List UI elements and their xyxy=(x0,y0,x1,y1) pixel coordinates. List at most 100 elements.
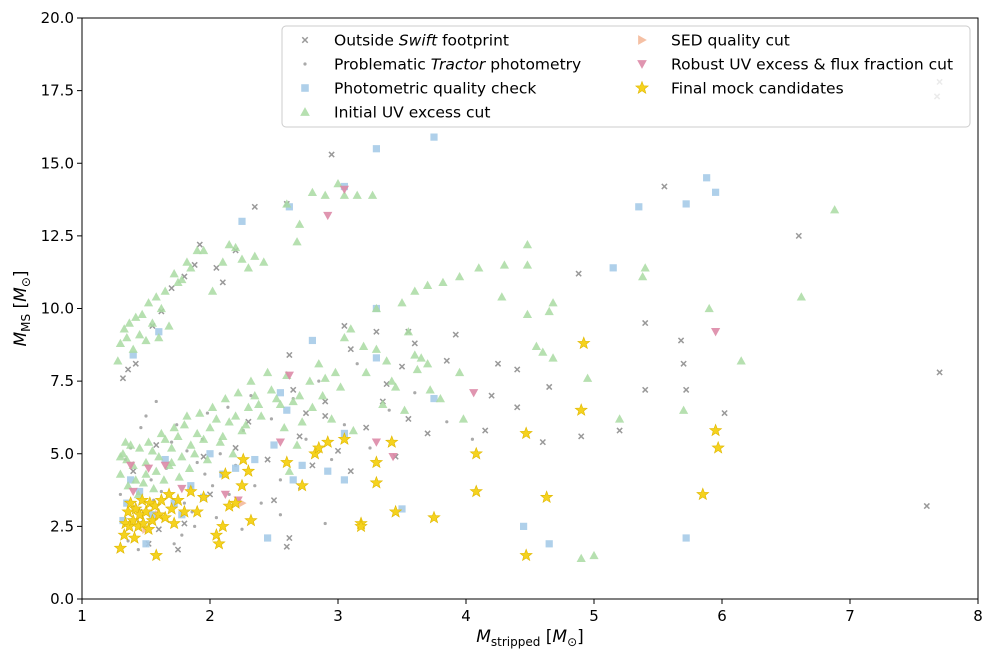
data-point xyxy=(519,426,533,440)
data-point xyxy=(372,145,380,153)
data-point xyxy=(115,469,125,478)
data-point xyxy=(228,496,243,509)
data-point xyxy=(149,548,163,562)
x-tick-label: 7 xyxy=(845,607,855,625)
data-point xyxy=(609,264,617,272)
data-point xyxy=(367,190,378,199)
data-point xyxy=(307,187,317,196)
data-point xyxy=(410,286,420,295)
data-point xyxy=(347,468,354,475)
data-point xyxy=(218,257,228,266)
y-tick-label: 0.0 xyxy=(50,590,74,608)
legend-marker xyxy=(301,84,309,92)
series-2 xyxy=(119,133,720,548)
data-point xyxy=(211,414,221,423)
data-point xyxy=(469,446,483,460)
data-point xyxy=(259,257,269,266)
data-point xyxy=(159,489,163,494)
data-point xyxy=(244,513,258,527)
data-point xyxy=(129,351,137,359)
data-point xyxy=(191,261,198,269)
data-point xyxy=(423,359,433,368)
data-point xyxy=(224,417,234,426)
data-point xyxy=(241,464,256,477)
data-point xyxy=(830,205,840,214)
data-point xyxy=(120,437,131,446)
data-point xyxy=(295,391,305,400)
data-point xyxy=(123,481,133,490)
data-point xyxy=(276,389,284,397)
data-point xyxy=(275,399,285,409)
data-point xyxy=(213,264,220,271)
data-point xyxy=(155,526,162,533)
data-point xyxy=(250,251,260,260)
x-axis-label: Mstripped [M⊙] xyxy=(476,627,584,649)
data-point xyxy=(455,271,465,281)
data-point xyxy=(583,373,593,382)
data-point xyxy=(196,490,211,504)
data-point xyxy=(711,440,725,454)
data-point xyxy=(282,199,292,208)
data-point xyxy=(141,457,151,467)
data-point xyxy=(514,404,521,411)
legend: Outside Swift footprint Problematic Tract… xyxy=(281,25,971,128)
y-tick-label: 5.0 xyxy=(50,445,74,463)
legend-label: SED quality cut xyxy=(671,32,790,50)
data-point xyxy=(264,534,272,542)
data-point xyxy=(388,504,403,518)
data-point xyxy=(238,217,246,225)
legend-item: Outside Swift footprint xyxy=(301,32,509,50)
data-point xyxy=(368,446,372,450)
data-point xyxy=(141,469,151,478)
data-point xyxy=(443,357,450,364)
data-point xyxy=(232,464,240,472)
data-point xyxy=(355,362,359,366)
data-point xyxy=(144,414,148,418)
data-point xyxy=(309,462,316,469)
data-point xyxy=(339,185,349,194)
data-point xyxy=(184,484,198,498)
data-point xyxy=(193,524,197,528)
data-point xyxy=(113,541,128,554)
data-point xyxy=(156,303,166,313)
series-3 xyxy=(113,178,840,563)
data-point xyxy=(121,504,135,518)
x-tick-label: 4 xyxy=(461,607,471,625)
data-point xyxy=(640,263,650,272)
data-point xyxy=(330,457,334,462)
legend-item: Robust UV excess & flux fraction cut xyxy=(637,56,953,74)
legend-label: Outside Swift footprint xyxy=(334,32,509,50)
data-point xyxy=(320,373,330,382)
data-point xyxy=(539,438,546,446)
legend-marker xyxy=(301,36,309,44)
data-point xyxy=(278,478,282,482)
data-point xyxy=(499,260,509,269)
data-point xyxy=(361,367,371,377)
data-point xyxy=(399,405,410,414)
data-point xyxy=(470,437,474,441)
data-points xyxy=(113,78,943,563)
data-point xyxy=(215,437,225,446)
data-point xyxy=(712,188,720,196)
data-point xyxy=(243,263,253,272)
data-point xyxy=(161,455,169,464)
data-point xyxy=(577,336,591,350)
series-6 xyxy=(113,336,725,562)
data-point xyxy=(184,463,195,472)
data-point xyxy=(173,431,183,440)
data-point xyxy=(158,510,172,524)
data-point xyxy=(159,475,169,484)
data-point xyxy=(126,461,136,470)
data-point xyxy=(522,260,533,269)
legend-item: Initial UV excess cut xyxy=(300,104,490,122)
data-point xyxy=(241,420,251,429)
data-point xyxy=(124,366,132,373)
y-tick-label: 2.5 xyxy=(50,517,74,535)
data-point xyxy=(143,437,154,446)
data-point xyxy=(430,133,438,141)
data-point xyxy=(721,409,728,417)
data-point xyxy=(251,455,259,464)
data-point xyxy=(122,454,132,464)
data-point xyxy=(312,440,326,454)
data-point xyxy=(141,335,151,345)
